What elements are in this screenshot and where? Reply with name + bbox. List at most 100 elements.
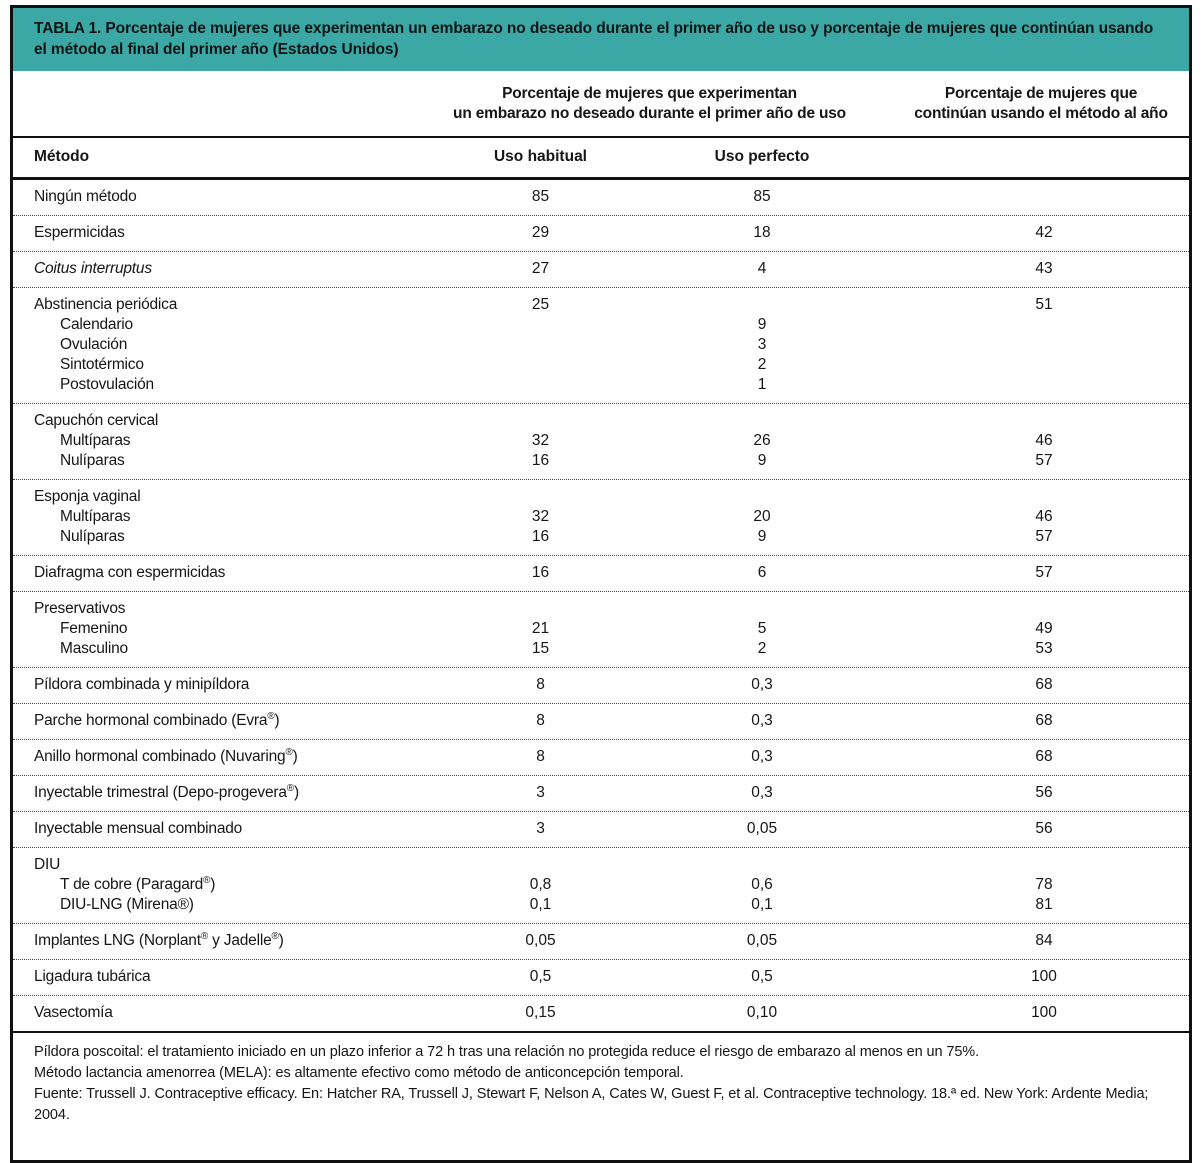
- perfect-use-value: 0,05: [746, 932, 778, 949]
- method-label: Sintotérmico: [60, 356, 144, 373]
- continuation-value: 78: [1035, 876, 1053, 893]
- typical-use-value: 16: [531, 564, 550, 581]
- perfect-use-value: 26: [753, 432, 771, 449]
- typical-use-value: [428, 855, 653, 875]
- table-row: Esponja vaginal: [13, 487, 1189, 507]
- perfect-use-value: 5: [757, 620, 767, 637]
- table-row: Anillo hormonal combinado (Nuvaring®) 8 0,…: [13, 747, 1189, 767]
- table-row: Nulíparas 16 9 57: [13, 527, 1189, 547]
- footnotes: Píldora poscoital: el tratamiento inicia…: [13, 1031, 1189, 1160]
- table-row: Multíparas 32 20 46: [13, 507, 1189, 527]
- perfect-use-value: 18: [753, 224, 771, 241]
- table-row: Masculino 15 2 53: [13, 639, 1189, 659]
- footnote-line: Método lactancia amenorrea (MELA): es al…: [34, 1065, 684, 1081]
- perfect-use-value: 0,5: [751, 968, 773, 985]
- table-row: Preservativos: [13, 599, 1189, 619]
- table-row: Femenino 21 5 49: [13, 619, 1189, 639]
- table-row: Inyectable trimestral (Depo-progevera®) 3…: [13, 783, 1189, 803]
- continuation-value: 68: [1035, 676, 1053, 693]
- continuation-value: 100: [1031, 1004, 1057, 1021]
- table-row: Postovulación 1: [13, 375, 1189, 395]
- typical-use-value: 3: [536, 820, 545, 837]
- method-label: Inyectable trimestral (Depo-progevera®): [34, 782, 299, 801]
- continuation-value: 68: [1035, 748, 1053, 765]
- method-label: Esponja vaginal: [34, 488, 141, 505]
- table-title: TABLA 1. Porcentaje de mujeres que exper…: [34, 20, 1154, 58]
- method-label: Postovulación: [60, 376, 154, 393]
- continuation-value: 51: [1035, 296, 1053, 313]
- method-label: DIU-LNG (Mirena®): [60, 896, 194, 913]
- table-body: Ningún método 85 85 Espermicidas 29 18 42 Coitu…: [13, 180, 1189, 1031]
- method-label: T de cobre (Paragard®): [60, 874, 216, 893]
- perfect-use-value: 2: [757, 640, 767, 657]
- spanning-header-row: Porcentaje de mujeres que experimentan u…: [13, 71, 1189, 136]
- perfect-use-value: 20: [753, 508, 771, 525]
- typical-use-value: [428, 335, 653, 355]
- method-label: Masculino: [60, 640, 128, 657]
- continuation-value: [871, 315, 1189, 335]
- table-row: Parche hormonal combinado (Evra®) 8 0,3 68: [13, 711, 1189, 731]
- continuation-value: [871, 855, 1189, 875]
- typical-use-value: 0,05: [525, 932, 556, 949]
- table-row: Abstinencia periódica 25 51: [13, 295, 1189, 315]
- pregnancy-span-header: Porcentaje de mujeres que experimentan u…: [428, 84, 871, 124]
- method-label: Coitus interruptus: [34, 260, 152, 277]
- continuation-value: 57: [1035, 528, 1053, 545]
- continuation-span-line1: Porcentaje de mujeres que: [944, 85, 1138, 102]
- table-row: DIU: [13, 855, 1189, 875]
- typical-use-value: 16: [531, 528, 550, 545]
- pregnancy-span-line1: Porcentaje de mujeres que experimentan: [502, 85, 797, 102]
- continuation-value: [871, 411, 1189, 431]
- continuation-value: [871, 187, 1189, 207]
- perfect-use-value: 0,3: [751, 712, 773, 729]
- method-label: Espermicidas: [34, 224, 125, 241]
- table-row: DIU-LNG (Mirena®) 0,1 0,1 81: [13, 895, 1189, 915]
- table-row: Ligadura tubárica 0,5 0,5 100: [13, 967, 1189, 987]
- typical-use-value: [428, 487, 653, 507]
- table-row: Capuchón cervical: [13, 411, 1189, 431]
- continuation-value: 43: [1035, 260, 1053, 277]
- typical-use-column-header: Uso habitual: [493, 148, 587, 165]
- perfect-use-value: 2: [757, 356, 767, 373]
- table-row: Vasectomía 0,15 0,10 100: [13, 1003, 1189, 1023]
- continuation-value: 56: [1035, 820, 1053, 837]
- header-divider-thick: [13, 177, 1189, 180]
- method-label: Implantes LNG (Norplant® y Jadelle®): [34, 930, 284, 949]
- perfect-use-value: 0,3: [751, 676, 773, 693]
- typical-use-value: [428, 599, 653, 619]
- table-group: Anillo hormonal combinado (Nuvaring®) 8 0,…: [13, 739, 1189, 775]
- continuation-value: 42: [1035, 224, 1053, 241]
- perfect-use-value: 9: [757, 452, 767, 469]
- typical-use-value: 0,5: [529, 968, 552, 985]
- perfect-use-value: 85: [753, 188, 771, 205]
- typical-use-value: 21: [531, 620, 550, 637]
- continuation-column-header: [871, 148, 1189, 166]
- table-row: Espermicidas 29 18 42: [13, 223, 1189, 243]
- pregnancy-span-line2: un embarazo no deseado durante el primer…: [453, 105, 846, 122]
- perfect-use-value: 9: [757, 528, 767, 545]
- table-group: Coitus interruptus 27 4 43: [13, 251, 1189, 287]
- table-row: Sintotérmico 2: [13, 355, 1189, 375]
- continuation-value: [871, 599, 1189, 619]
- table-group: DIU T de cobre (Paragard®) 0,8 0,6 78 DIU-LNG…: [13, 847, 1189, 923]
- method-label: Píldora combinada y minipíldora: [34, 676, 250, 693]
- method-label: Calendario: [60, 316, 133, 333]
- perfect-use-value: 0,05: [746, 820, 778, 837]
- method-label: Nulíparas: [60, 528, 125, 545]
- continuation-value: 46: [1035, 432, 1053, 449]
- footnote-line: Fuente: Trussell J. Contraceptive effica…: [34, 1086, 1149, 1123]
- continuation-value: 100: [1031, 968, 1057, 985]
- continuation-value: 46: [1035, 508, 1053, 525]
- table-row: T de cobre (Paragard®) 0,8 0,6 78: [13, 875, 1189, 895]
- table-row: Coitus interruptus 27 4 43: [13, 259, 1189, 279]
- table-group: Parche hormonal combinado (Evra®) 8 0,3 68: [13, 703, 1189, 739]
- continuation-value: 53: [1035, 640, 1053, 657]
- perfect-use-value: 0,3: [751, 748, 773, 765]
- table-group: Implantes LNG (Norplant® y Jadelle®) 0,05…: [13, 923, 1189, 959]
- method-label: Capuchón cervical: [34, 412, 159, 429]
- table-group: Espermicidas 29 18 42: [13, 215, 1189, 251]
- table-group: Capuchón cervical Multíparas 32 26 46 Nulípar…: [13, 403, 1189, 479]
- perfect-use-value: [653, 411, 871, 431]
- perfect-use-value: 9: [757, 316, 767, 333]
- table-group: Inyectable mensual combinado 3 0,05 56: [13, 811, 1189, 847]
